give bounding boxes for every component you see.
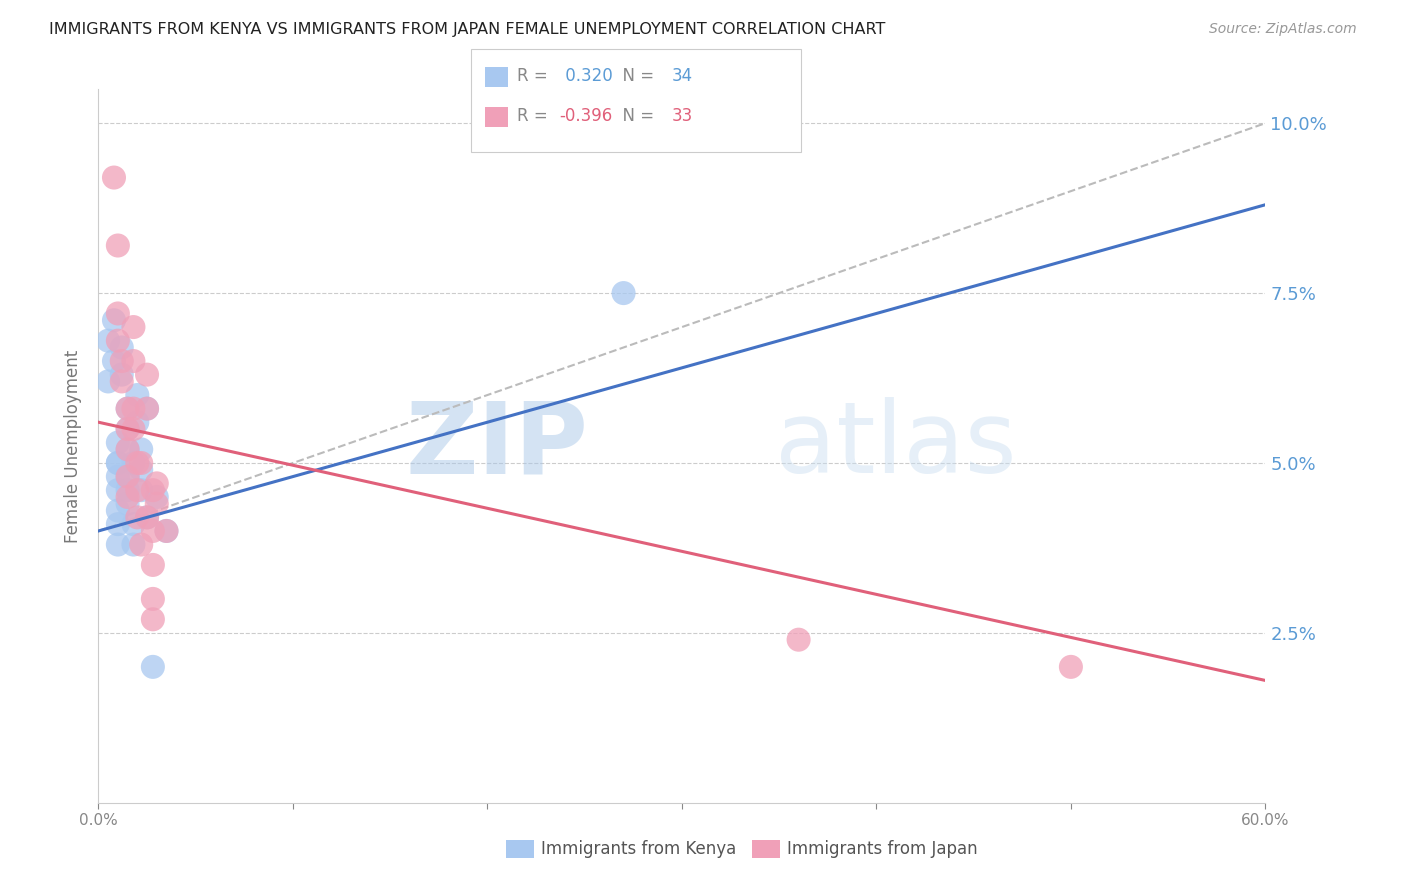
Point bbox=[107, 456, 129, 470]
Point bbox=[117, 469, 139, 483]
Point bbox=[107, 503, 129, 517]
Point bbox=[122, 456, 145, 470]
Point bbox=[1060, 660, 1083, 674]
Text: N =: N = bbox=[612, 67, 659, 85]
Text: -0.396: -0.396 bbox=[560, 107, 613, 125]
Point bbox=[117, 422, 139, 436]
Point bbox=[129, 483, 152, 498]
Point bbox=[107, 469, 129, 483]
Point bbox=[103, 313, 125, 327]
Point bbox=[127, 415, 149, 429]
Point bbox=[142, 524, 165, 538]
Point bbox=[142, 483, 165, 498]
Text: atlas: atlas bbox=[775, 398, 1017, 494]
Point bbox=[117, 490, 139, 504]
Point bbox=[127, 456, 149, 470]
Point bbox=[136, 401, 159, 416]
Point bbox=[136, 510, 159, 524]
Point bbox=[129, 463, 152, 477]
Point bbox=[117, 422, 139, 436]
Point bbox=[146, 490, 169, 504]
Point bbox=[142, 558, 165, 572]
Text: 34: 34 bbox=[672, 67, 693, 85]
Point bbox=[107, 238, 129, 252]
Point bbox=[127, 510, 149, 524]
Point bbox=[127, 388, 149, 402]
Point bbox=[107, 334, 129, 348]
Point bbox=[136, 401, 159, 416]
Point bbox=[136, 510, 159, 524]
Point bbox=[107, 517, 129, 532]
Point bbox=[117, 401, 139, 416]
Point bbox=[122, 422, 145, 436]
Point bbox=[111, 375, 134, 389]
Point bbox=[111, 341, 134, 355]
Point bbox=[122, 517, 145, 532]
Point bbox=[122, 401, 145, 416]
Point bbox=[155, 524, 177, 538]
Text: IMMIGRANTS FROM KENYA VS IMMIGRANTS FROM JAPAN FEMALE UNEMPLOYMENT CORRELATION C: IMMIGRANTS FROM KENYA VS IMMIGRANTS FROM… bbox=[49, 22, 886, 37]
Point bbox=[129, 442, 152, 457]
Text: 33: 33 bbox=[672, 107, 693, 125]
Point bbox=[117, 442, 139, 457]
Point bbox=[117, 483, 139, 498]
Point bbox=[117, 497, 139, 511]
Point bbox=[117, 442, 139, 457]
Text: ZIP: ZIP bbox=[406, 398, 589, 494]
Point bbox=[111, 368, 134, 382]
Text: R =: R = bbox=[517, 107, 554, 125]
Point bbox=[129, 456, 152, 470]
Point bbox=[107, 456, 129, 470]
Text: 0.320: 0.320 bbox=[560, 67, 613, 85]
Text: Source: ZipAtlas.com: Source: ZipAtlas.com bbox=[1209, 22, 1357, 37]
Point bbox=[107, 537, 129, 551]
Y-axis label: Female Unemployment: Female Unemployment bbox=[65, 350, 83, 542]
Point bbox=[117, 401, 139, 416]
Point bbox=[111, 354, 134, 368]
Text: N =: N = bbox=[612, 107, 659, 125]
Point bbox=[142, 612, 165, 626]
Point bbox=[107, 483, 129, 498]
Point bbox=[97, 375, 120, 389]
Point bbox=[122, 537, 145, 551]
Text: Immigrants from Kenya: Immigrants from Kenya bbox=[541, 840, 737, 858]
Point bbox=[122, 320, 145, 334]
Point bbox=[127, 483, 149, 498]
Point bbox=[97, 334, 120, 348]
Text: R =: R = bbox=[517, 67, 554, 85]
Point bbox=[122, 354, 145, 368]
Point bbox=[136, 368, 159, 382]
Point bbox=[103, 354, 125, 368]
Point bbox=[129, 537, 152, 551]
Point bbox=[103, 170, 125, 185]
Point bbox=[142, 591, 165, 606]
Point bbox=[117, 469, 139, 483]
Point bbox=[146, 497, 169, 511]
Point bbox=[107, 435, 129, 450]
Point bbox=[613, 286, 636, 301]
Point bbox=[107, 306, 129, 320]
Point bbox=[146, 476, 169, 491]
Point bbox=[155, 524, 177, 538]
Text: Immigrants from Japan: Immigrants from Japan bbox=[787, 840, 979, 858]
Point bbox=[142, 660, 165, 674]
Point bbox=[787, 632, 810, 647]
